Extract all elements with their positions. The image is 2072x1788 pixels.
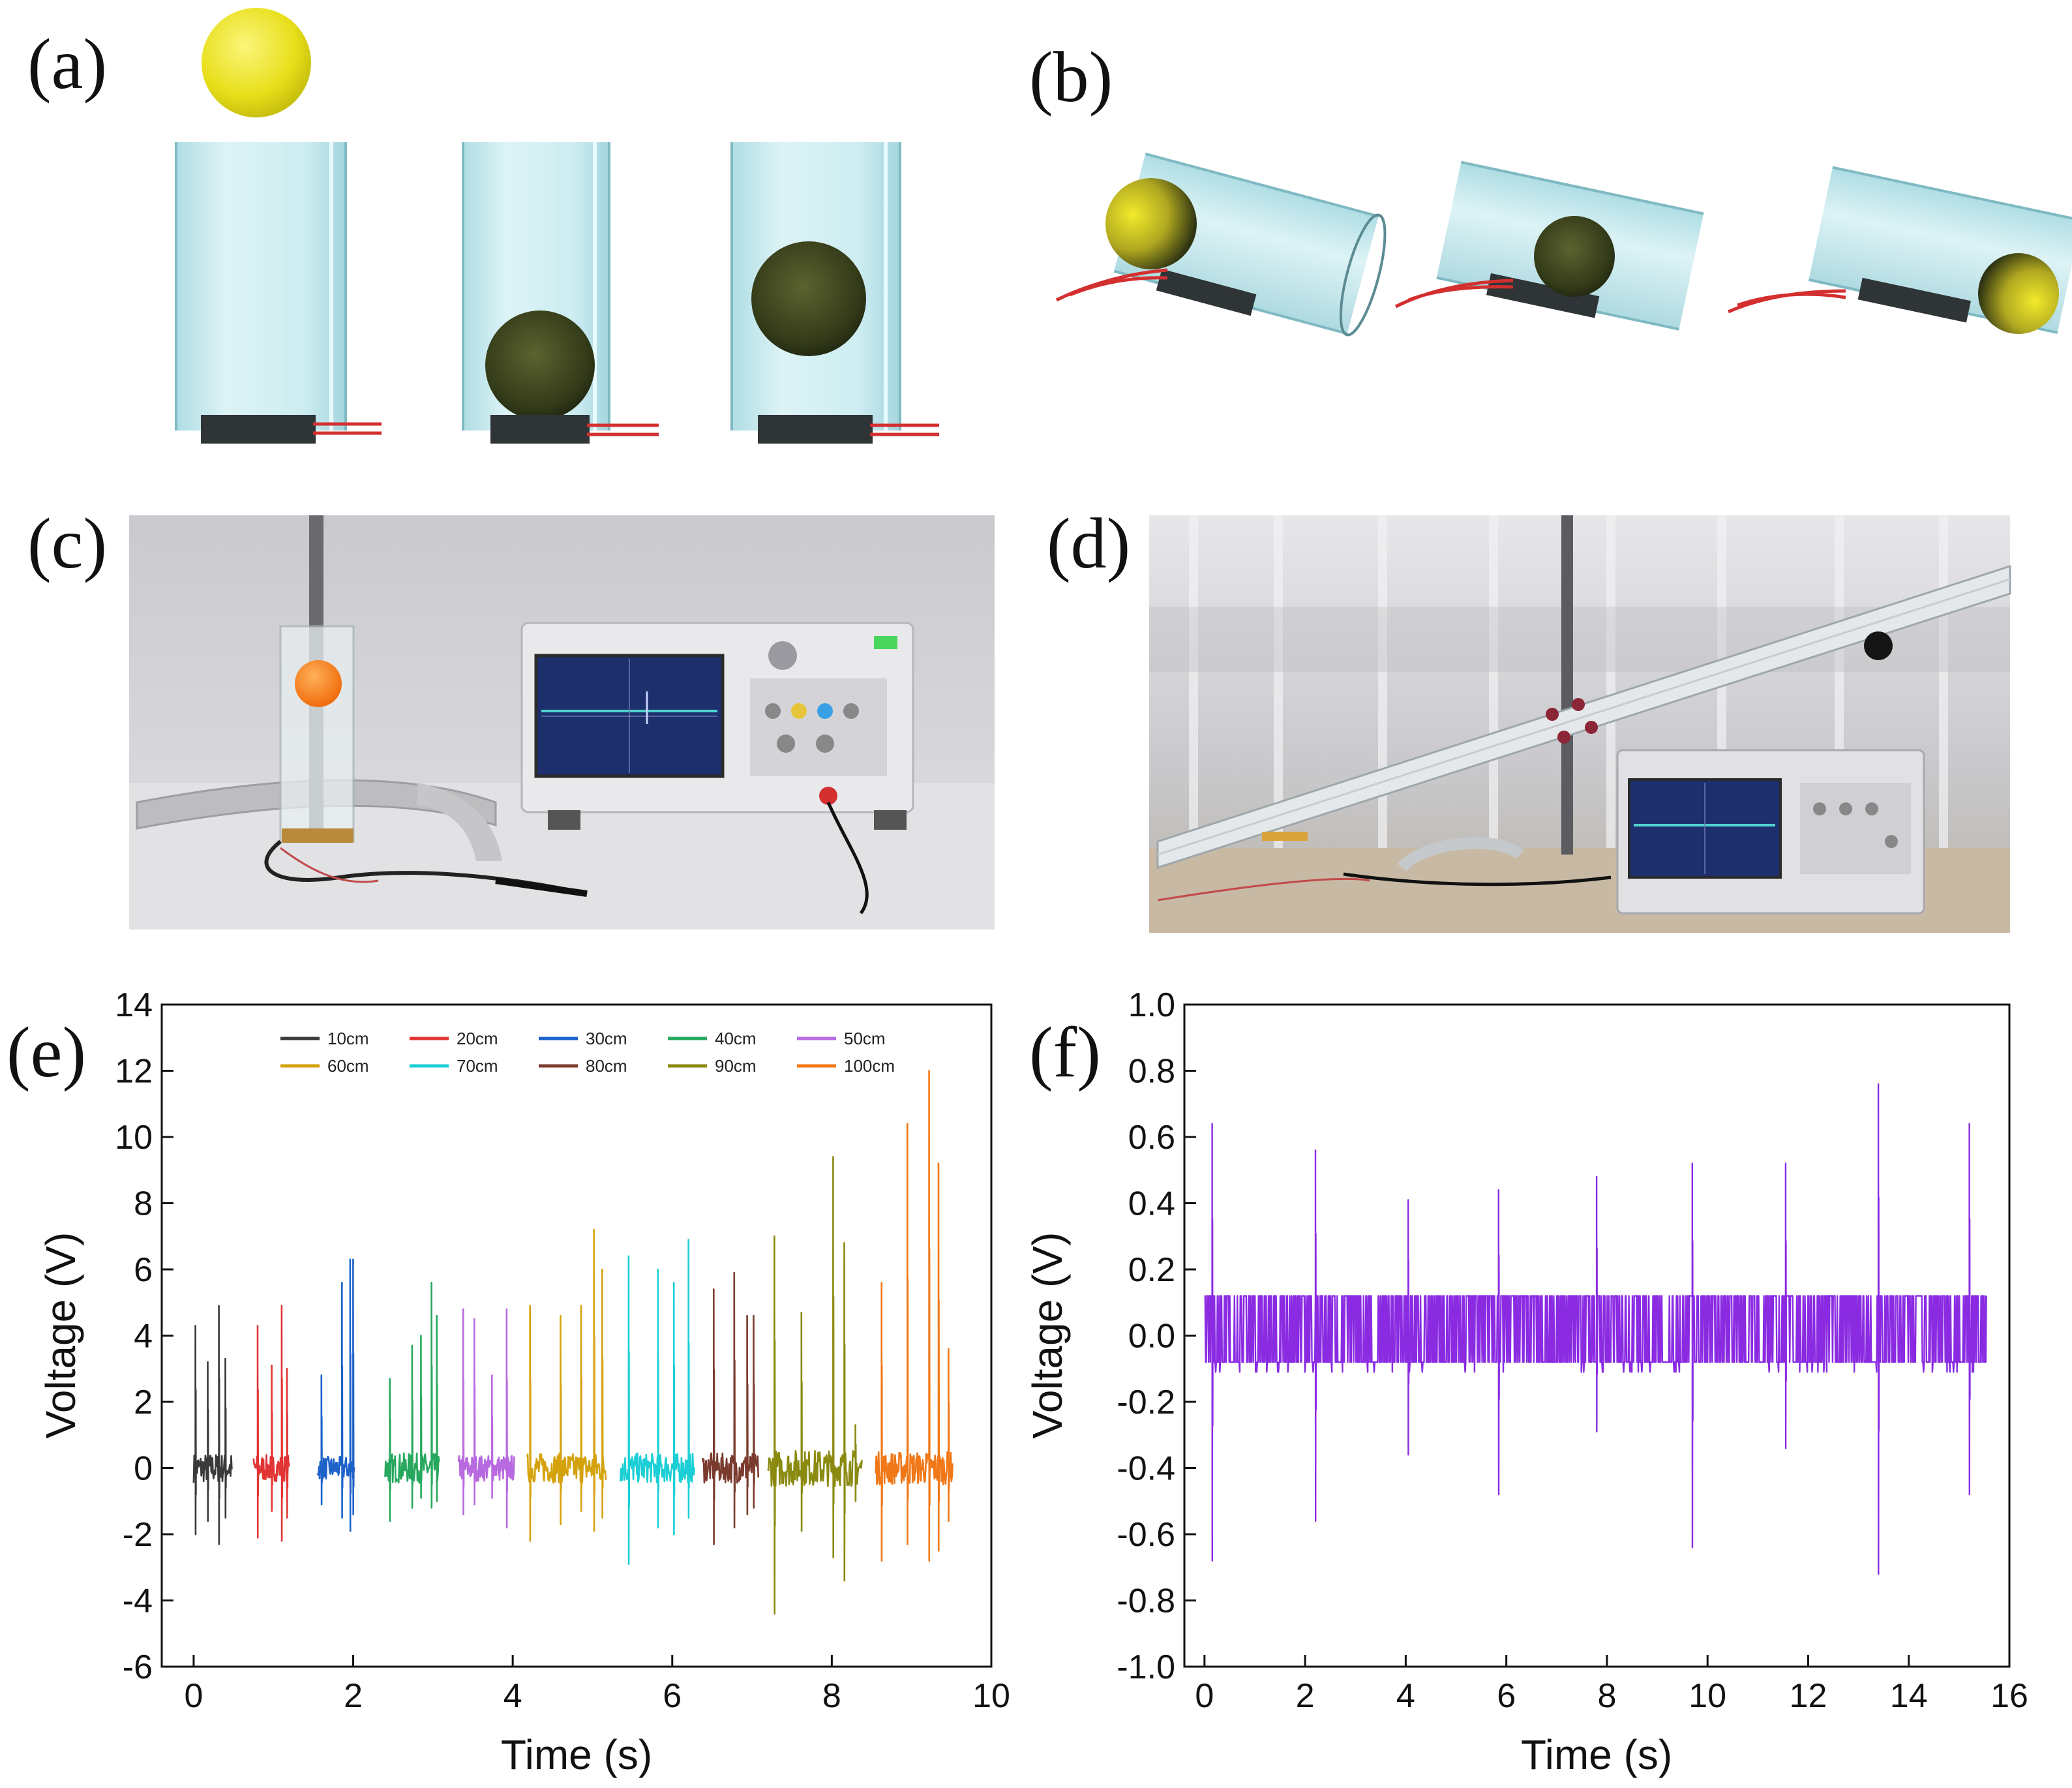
legend-label: 90cm bbox=[715, 1056, 757, 1076]
panel-a: (a) bbox=[27, 8, 939, 444]
legend-label: 50cm bbox=[844, 1029, 886, 1048]
chart-f-ytick-label: 0.8 bbox=[1128, 1053, 1175, 1091]
ball-on-sensor bbox=[485, 311, 595, 420]
chart-e-ytick-label: 8 bbox=[134, 1185, 153, 1223]
chart-e-frame bbox=[160, 1003, 993, 1668]
panel-label-f: (f) bbox=[1029, 1012, 1101, 1092]
legend-label: 70cm bbox=[457, 1056, 498, 1076]
chart-e-ylabel: Voltage (V) bbox=[37, 1232, 84, 1439]
chart-e-xtick-label: 6 bbox=[663, 1677, 682, 1715]
chart-f-xlabel: Time (s) bbox=[1521, 1731, 1672, 1778]
chart-e-series-line bbox=[701, 1271, 759, 1545]
chart-e-ytick-label: 0 bbox=[134, 1450, 153, 1488]
panel-label-a: (a) bbox=[27, 24, 107, 104]
legend-label: 80cm bbox=[586, 1056, 627, 1076]
tube-3 bbox=[730, 142, 939, 444]
chart-f-xtick-label: 4 bbox=[1396, 1677, 1415, 1715]
chart-f-xtick-label: 0 bbox=[1195, 1677, 1214, 1715]
chart-e-ytick-label: 12 bbox=[115, 1053, 153, 1091]
chart-f-ytick-label: -0.6 bbox=[1117, 1516, 1175, 1554]
chart-e-ytick-label: 10 bbox=[115, 1119, 153, 1157]
ball-bouncing bbox=[751, 241, 866, 356]
panel-label-d: (d) bbox=[1047, 504, 1130, 583]
chart-e: (e) 0 2 4 6 8 10 -6 -4 -2 0 2 4 6 8 10 12 14 10cm 20cm 30c… bbox=[7, 986, 1010, 1778]
chart-f-xtick-label: 12 bbox=[1790, 1677, 1827, 1715]
chart-f: (f) 0 2 4 6 8 10 12 14 16 -1.0 -0.8 -0.6 -0.4 -0.2 0.0… bbox=[1024, 986, 2028, 1778]
chart-e-xlabel: Time (s) bbox=[501, 1731, 652, 1778]
chart-e-series-line bbox=[252, 1305, 290, 1542]
chart-f-xtick-label: 14 bbox=[1890, 1677, 1928, 1715]
chart-e-series-line bbox=[875, 1070, 953, 1562]
chart-f-xtick-label: 8 bbox=[1597, 1677, 1616, 1715]
chart-f-ytick-label: -0.8 bbox=[1117, 1583, 1175, 1620]
chart-f-ytick-label: 0.4 bbox=[1128, 1185, 1175, 1223]
legend-label: 10cm bbox=[327, 1029, 369, 1048]
legend-label: 20cm bbox=[457, 1029, 498, 1048]
chart-f-xtick-label: 10 bbox=[1689, 1677, 1726, 1715]
chart-e-series-line bbox=[457, 1308, 515, 1529]
chart-f-ytick-label: -0.4 bbox=[1117, 1450, 1175, 1488]
legend-label: 100cm bbox=[844, 1056, 895, 1076]
chart-f-axes: 0 2 4 6 8 10 12 14 16 -1.0 -0.8 -0.6 -0.4 -0.2 0.0 0.2 0… bbox=[1117, 986, 2028, 1715]
legend-label: 40cm bbox=[715, 1029, 757, 1048]
chart-e-series-line bbox=[192, 1305, 233, 1545]
legend-label: 60cm bbox=[327, 1056, 369, 1076]
panel-label-e: (e) bbox=[7, 1012, 86, 1092]
chart-f-ytick-label: -0.2 bbox=[1117, 1384, 1175, 1421]
falling-ball bbox=[202, 8, 311, 117]
chart-e-xtick-label: 10 bbox=[972, 1677, 1010, 1715]
chart-f-xtick-label: 6 bbox=[1497, 1677, 1516, 1715]
panel-c: (c) bbox=[27, 504, 995, 930]
chart-e-series-line bbox=[526, 1228, 607, 1542]
oscilloscope-c bbox=[520, 622, 914, 830]
ping-pong-ball bbox=[295, 660, 342, 707]
chart-e-series-line bbox=[767, 1156, 863, 1615]
legend-label: 30cm bbox=[586, 1029, 627, 1048]
tube-2 bbox=[462, 142, 659, 444]
chart-e-series-line bbox=[316, 1258, 355, 1532]
chart-f-ylabel: Voltage (V) bbox=[1024, 1232, 1071, 1439]
chart-e-series-line bbox=[384, 1282, 440, 1522]
chart-e-xtick-label: 0 bbox=[184, 1677, 203, 1715]
chart-e-legend: 10cm 20cm 30cm 40cm 50cm 60cm 70cm 80cm 90cm 100c… bbox=[280, 1029, 895, 1076]
chart-f-series-line bbox=[1204, 1083, 1987, 1575]
chart-e-ytick-label: 4 bbox=[134, 1318, 153, 1356]
chart-f-xtick-label: 16 bbox=[1990, 1677, 2028, 1715]
ball-exiting bbox=[1978, 253, 2059, 334]
chart-f-ytick-label: 1.0 bbox=[1128, 986, 1175, 1024]
chart-e-traces bbox=[192, 1070, 953, 1615]
chart-e-ytick-label: 2 bbox=[134, 1384, 153, 1421]
ball-entering bbox=[1105, 178, 1197, 269]
chart-e-series-line bbox=[620, 1239, 695, 1565]
panel-d: (d) bbox=[1047, 504, 2011, 933]
chart-f-xtick-label: 2 bbox=[1296, 1677, 1315, 1715]
rolling-ball bbox=[1864, 631, 1893, 660]
chart-f-ytick-label: -1.0 bbox=[1117, 1648, 1175, 1686]
chart-e-xtick-label: 8 bbox=[822, 1677, 841, 1715]
chart-f-ytick-label: 0.6 bbox=[1128, 1119, 1175, 1157]
chart-f-ytick-label: 0.2 bbox=[1128, 1251, 1175, 1289]
chart-e-ytick-label: -4 bbox=[123, 1583, 153, 1620]
ball-middle bbox=[1534, 216, 1615, 297]
chart-e-xtick-label: 4 bbox=[503, 1677, 522, 1715]
chart-e-ytick-label: 14 bbox=[115, 986, 153, 1024]
chart-e-ytick-label: -6 bbox=[123, 1648, 153, 1686]
chart-f-traces bbox=[1204, 1083, 1987, 1575]
chart-e-ytick-label: 6 bbox=[134, 1251, 153, 1289]
chart-f-ytick-label: 0.0 bbox=[1128, 1318, 1175, 1356]
panel-label-b: (b) bbox=[1029, 37, 1113, 117]
chart-e-xtick-label: 2 bbox=[344, 1677, 363, 1715]
tube-1 bbox=[175, 142, 382, 444]
oscilloscope-d bbox=[1616, 749, 1925, 915]
chart-e-axes: 0 2 4 6 8 10 -6 -4 -2 0 2 4 6 8 10 12 14 bbox=[115, 986, 1010, 1715]
panel-label-c: (c) bbox=[27, 504, 107, 583]
panel-b: (b) bbox=[1029, 37, 2072, 337]
chart-e-ytick-label: -2 bbox=[123, 1516, 153, 1554]
